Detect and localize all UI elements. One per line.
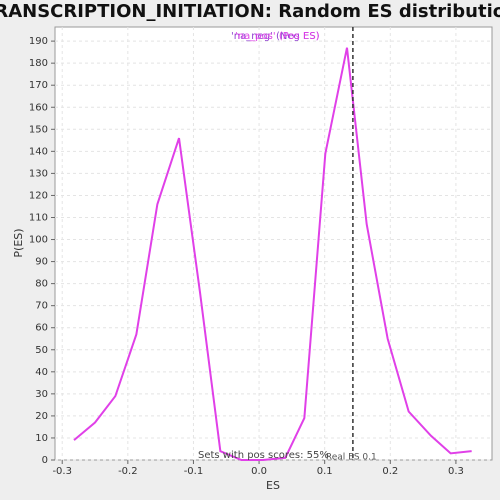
y-tick-label: 180 <box>29 58 48 69</box>
legend-entry: 'na_neg' (Neg ES) <box>231 31 320 42</box>
y-tick-label: 90 <box>35 257 48 268</box>
y-tick-label: 80 <box>35 279 48 290</box>
y-tick-label: 150 <box>29 124 48 135</box>
x-tick-label: 0.2 <box>382 466 398 477</box>
y-axis-label: P(ES) <box>12 228 25 257</box>
y-tick-label: 100 <box>29 235 48 246</box>
y-tick-label: 60 <box>35 323 48 334</box>
y-tick-label: 140 <box>29 146 48 157</box>
y-tick-label: 130 <box>29 168 48 179</box>
y-tick-label: 50 <box>35 345 48 356</box>
x-tick-label: 0.1 <box>317 466 333 477</box>
y-tick-label: 120 <box>29 190 48 201</box>
chart-title: TRANSCRIPTION_INITIATION: Random ES dist… <box>0 1 500 22</box>
y-tick-label: 30 <box>35 389 48 400</box>
y-tick-label: 10 <box>35 433 48 444</box>
pos-scores-label: Sets with pos scores: 55% <box>198 450 329 461</box>
y-tick-label: 170 <box>29 80 48 91</box>
x-tick-label: -0.3 <box>52 466 72 477</box>
y-tick-label: 40 <box>35 367 48 378</box>
y-tick-label: 160 <box>29 102 48 113</box>
y-tick-label: 190 <box>29 36 48 47</box>
plot-area <box>54 26 493 461</box>
x-tick-label: -0.2 <box>118 466 138 477</box>
x-tick-label: 0.3 <box>448 466 464 477</box>
x-tick-label: -0.1 <box>184 466 204 477</box>
y-tick-label: 70 <box>35 301 48 312</box>
y-tick-label: 110 <box>29 212 48 223</box>
series-line <box>73 47 472 461</box>
x-axis-label: ES <box>266 479 280 492</box>
real-es-label: Real ES 0.1 <box>326 453 377 463</box>
y-tick-label: 20 <box>35 411 48 422</box>
y-tick-label: 0 <box>42 455 48 466</box>
legend-entry: 'na_pos' (Pos ES) <box>235 31 320 42</box>
x-tick-label: 0.0 <box>251 466 267 477</box>
